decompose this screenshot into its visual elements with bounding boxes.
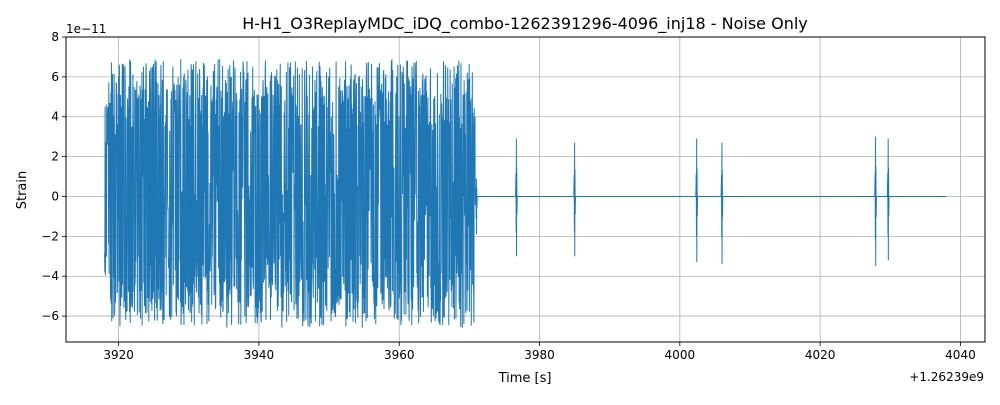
- x-tick-label: 4040: [945, 348, 976, 362]
- strain-series-line: [104, 58, 947, 328]
- x-axis-label: Time [s]: [498, 371, 552, 386]
- x-tick-label: 3920: [103, 348, 134, 362]
- y-tick-label: 0: [51, 189, 59, 203]
- y-tick-label: 6: [51, 70, 59, 84]
- y-tick-label: 8: [51, 30, 59, 44]
- x-tick-label: 3980: [524, 348, 555, 362]
- y-ticks: −6 −4 −2 0 2 4 6 8: [41, 30, 66, 323]
- y-tick-label: −2: [41, 229, 59, 243]
- y-axis-label: Strain: [15, 171, 30, 210]
- x-offset-label: +1.26239e9: [909, 370, 984, 384]
- chart-title: H-H1_O3ReplayMDC_iDQ_combo-1262391296-40…: [242, 14, 808, 34]
- plot-frame: [65, 36, 986, 343]
- x-tick-label: 4000: [665, 348, 696, 362]
- y-tick-label: −6: [41, 309, 59, 323]
- x-tick-label: 4020: [805, 348, 836, 362]
- y-tick-label: −4: [41, 269, 59, 283]
- x-tick-label: 3940: [244, 348, 275, 362]
- series: [104, 58, 947, 328]
- x-tick-label: 3960: [384, 348, 415, 362]
- y-tick-label: 2: [51, 150, 59, 164]
- y-tick-label: 4: [51, 110, 59, 124]
- y-scale-label: 1e−11: [66, 22, 106, 36]
- x-ticks: 3920 3940 3960 3980 4000 4020 4040: [103, 342, 976, 362]
